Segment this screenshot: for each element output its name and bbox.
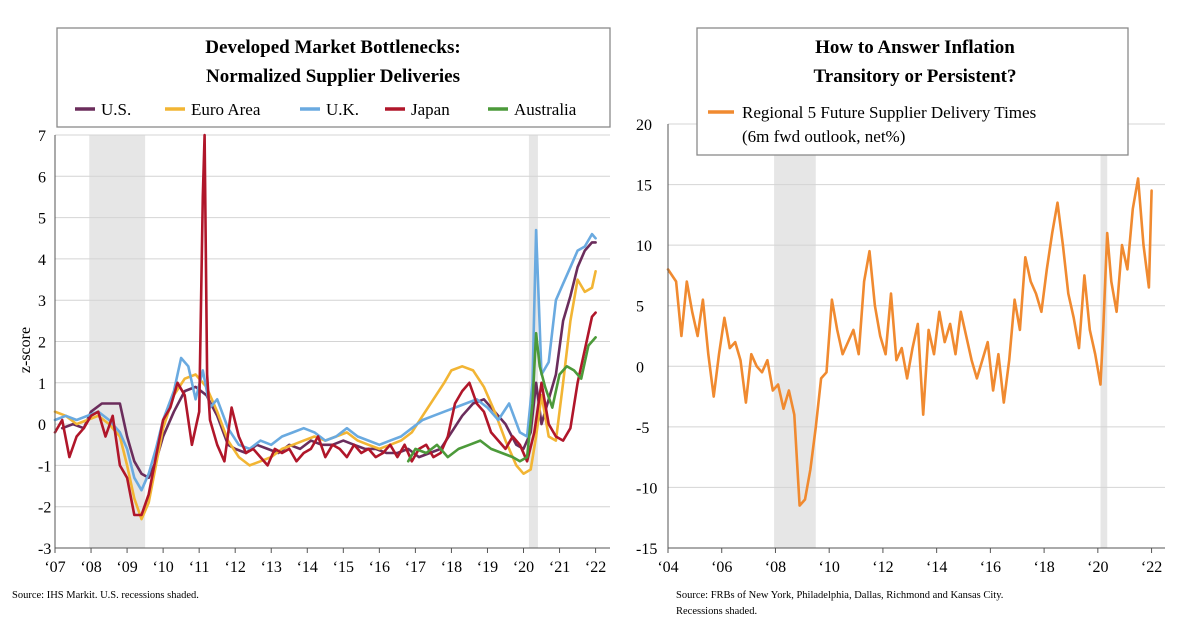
l-ytick-label: 4 — [38, 252, 46, 269]
r-ytick-label: -15 — [636, 541, 657, 558]
left-tick-labels: -3 -2 -1 0 1 2 3 4 5 6 7 ‘07 ‘08 ‘09 ‘10 ‘11 ‘12 ‘13 ‘14 ‘1… — [38, 128, 606, 576]
r-recession-band-0 — [774, 124, 816, 548]
l-ytick-label: 5 — [38, 211, 46, 228]
l-series-line-u-k- — [53, 228, 597, 492]
r-ytick-label: -10 — [636, 480, 657, 497]
left-legend: U.S. Euro Area U.K. Japan Australia — [75, 100, 577, 119]
right-title-line1: How to Answer Inflation — [815, 37, 1015, 58]
r-xtick-label: ‘18 — [1033, 559, 1054, 576]
l-series-line-u-s- — [60, 241, 597, 480]
r-xtick-label: ‘20 — [1087, 559, 1108, 576]
r-xtick-label: ‘10 — [819, 559, 840, 576]
left-title-line2: Normalized Supplier Deliveries — [206, 66, 460, 87]
l-xtick-label: ‘11 — [189, 559, 210, 576]
l-xtick-label: ‘12 — [225, 559, 246, 576]
right-source-note-line1: Source: FRBs of New York, Philadelphia, … — [676, 590, 1003, 601]
r-ytick-label: 10 — [636, 238, 652, 255]
l-ytick-label: 0 — [38, 417, 46, 434]
l-xtick-label: ‘22 — [585, 559, 606, 576]
r-xtick-label: ‘12 — [872, 559, 893, 576]
r-xtick-label: ‘04 — [657, 559, 678, 576]
r-ytick-label: 0 — [636, 359, 644, 376]
left-ylabel: z-score — [17, 327, 34, 373]
l-ytick-label: 3 — [38, 293, 46, 310]
l-xtick-label: ‘13 — [261, 559, 282, 576]
l-ytick-label: -1 — [38, 458, 51, 475]
left-series-lines — [53, 133, 597, 521]
r-ytick-label: 20 — [636, 117, 652, 134]
r-xtick-label: ‘22 — [1141, 559, 1162, 576]
l-xtick-label: ‘14 — [297, 559, 318, 576]
left-legend-label: Japan — [411, 100, 450, 119]
left-legend-label: U.S. — [101, 100, 131, 119]
left-legend-label: Australia — [514, 100, 577, 119]
right-source-note-line2: Recessions shaded. — [676, 606, 757, 617]
l-ytick-label: -3 — [38, 541, 51, 558]
l-xtick-label: ‘10 — [152, 559, 173, 576]
r-xtick-label: ‘06 — [711, 559, 732, 576]
left-axes — [54, 135, 610, 549]
l-xtick-label: ‘09 — [116, 559, 137, 576]
l-xtick-label: ‘17 — [405, 559, 426, 576]
l-xtick-label: ‘07 — [44, 559, 65, 576]
right-axes — [667, 124, 1165, 549]
left-title-line1: Developed Market Bottlenecks: — [205, 37, 460, 58]
l-xtick-label: ‘15 — [333, 559, 354, 576]
right-title-box — [696, 27, 1129, 156]
left-legend-label: Euro Area — [191, 100, 261, 119]
l-ytick-label: 7 — [38, 128, 46, 145]
l-xtick-label: ‘16 — [369, 559, 390, 576]
r-ytick-label: 5 — [636, 299, 644, 316]
l-xtick-label: ‘18 — [441, 559, 462, 576]
l-xtick-label: ‘08 — [80, 559, 101, 576]
right-title-line2: Transitory or Persistent? — [814, 66, 1017, 87]
left-legend-label: U.K. — [326, 100, 359, 119]
l-series-line-euro-area — [53, 269, 597, 521]
r-xtick-label: ‘16 — [980, 559, 1001, 576]
left-source-note: Source: IHS Markit. U.S. recessions shad… — [12, 590, 199, 601]
r-ytick-label: 15 — [636, 178, 652, 195]
r-xtick-label: ‘08 — [765, 559, 786, 576]
left-title-box — [56, 27, 611, 128]
r-xtick-label: ‘14 — [926, 559, 947, 576]
right-tick-labels: -15 -10 -5 0 5 10 15 20 ‘04 ‘06 ‘08 ‘10 ‘12 ‘14 ‘16 ‘18… — [636, 117, 1162, 576]
l-xtick-label: ‘19 — [477, 559, 498, 576]
l-xtick-label: ‘20 — [513, 559, 534, 576]
right-recession-shading — [774, 124, 1108, 548]
l-series-line-australia — [406, 331, 597, 463]
l-ytick-label: 1 — [38, 376, 46, 393]
l-ytick-label: 6 — [38, 169, 46, 186]
r-series-line-regional-5-future-supplier-delivery-times — [666, 177, 1153, 507]
right-series-lines — [666, 177, 1153, 507]
l-xtick-label: ‘21 — [549, 559, 570, 576]
r-ytick-label: -5 — [636, 420, 649, 437]
right-legend-label-line2: (6m fwd outlook, net%) — [742, 127, 905, 146]
l-ytick-label: -2 — [38, 500, 51, 517]
l-series-line-japan — [53, 133, 597, 517]
right-legend-label-line1: Regional 5 Future Supplier Delivery Time… — [742, 103, 1036, 122]
l-ytick-label: 2 — [38, 335, 46, 352]
